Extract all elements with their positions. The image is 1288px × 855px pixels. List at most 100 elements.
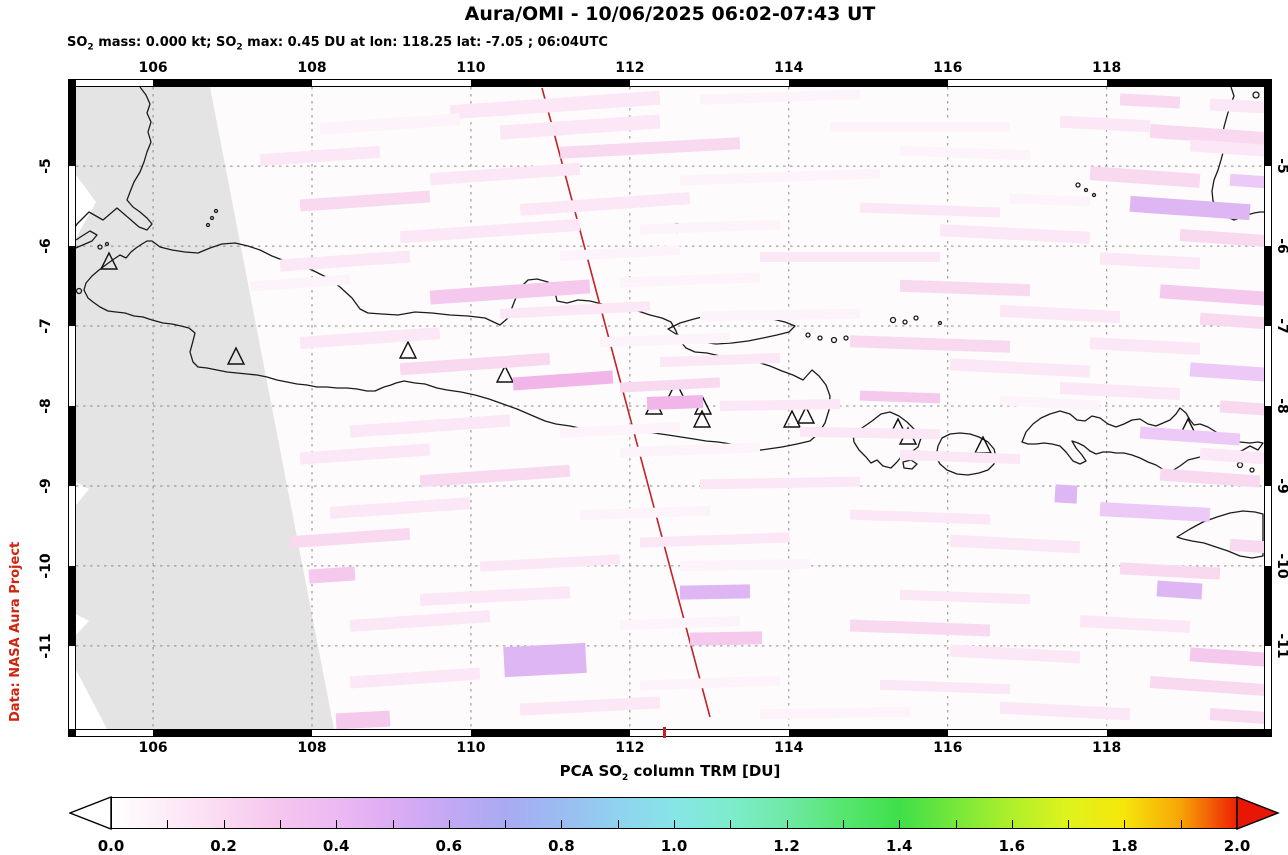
small-island [1249,467,1255,473]
border-band [629,730,789,736]
border-band [76,80,154,86]
so2-data-streak [646,395,704,410]
swath-edge-notch [76,614,89,635]
so2-data-streak [1229,538,1264,554]
colorbar-minor-tick [279,820,281,828]
colorbar-minor-tick [561,820,563,828]
left-arrow-shape [69,796,112,830]
so2-data-streak [1054,484,1078,504]
colorbar-tick-label: 0.8 [548,837,575,855]
lat-tick-label-right: -9 [1274,478,1288,494]
lat-tick-label-left: -7 [38,318,54,334]
small-island [1091,192,1097,198]
border-band [1265,485,1271,566]
border-band [69,166,75,247]
volcano-marker [99,251,119,270]
so2-data-streak [830,122,1010,132]
border-band [1265,565,1271,646]
border-band [788,730,948,736]
figure-title: Aura/OMI - 10/06/2025 06:02-07:43 UT [464,3,876,25]
small-island [209,215,215,221]
small-island [902,319,908,325]
map-plot-area [76,87,1264,729]
colorbar-minor-tick [1011,820,1013,828]
colorbar-tick-label: 1.0 [660,837,688,855]
colorbar-minor-tick [674,820,675,828]
map-border-top [68,79,1272,87]
colorbar-tick-label: 1.8 [1111,837,1138,855]
border-band [1106,80,1264,86]
lon-tick-label-bottom: 114 [774,740,804,756]
right-arrow-shape [1236,796,1280,830]
small-island [805,332,811,338]
volcano-marker [796,405,816,424]
small-island [913,315,919,321]
small-island [1075,182,1081,188]
border-band [69,246,75,327]
volcano-marker [782,409,802,428]
border-band [312,730,471,736]
data-credit-label: Data: NASA Aura Project [8,541,23,722]
small-island [817,335,823,341]
colorbar-minor-tick [1068,820,1070,828]
colorbar-minor-tick [448,820,450,828]
colorbar-minor-tick [955,820,957,828]
colorbar-tick-label: 1.6 [998,837,1026,855]
map-overlay-svg [76,87,1264,729]
small-island [213,208,219,214]
border-band [629,80,789,86]
so2-data-streak [719,398,841,412]
no-data-region [76,87,334,729]
border-band [1265,406,1271,486]
small-island [76,287,83,295]
lat-tick-label-right: -8 [1274,398,1288,414]
coastline [83,240,831,452]
colorbar-tick-label: 2.0 [1223,837,1251,855]
lon-tick-label-top: 118 [1092,60,1122,76]
colorbar-minor-tick [842,820,844,828]
small-island [1236,461,1244,469]
so2-data-streak [1156,580,1203,600]
coastline [76,230,98,249]
lon-tick-label-top: 114 [774,60,804,76]
colorbar-tick-label: 1.2 [773,837,800,855]
volcano-marker [398,340,418,359]
small-island [889,316,897,324]
lat-tick-label-right: -6 [1274,238,1288,254]
colorbar-minor-tick [223,820,225,828]
border-band [153,80,312,86]
border-band [69,406,75,486]
so2-data-streak [760,252,940,262]
small-island [843,335,849,341]
volcano-marker [692,409,712,428]
lat-tick-label-left: -9 [38,478,54,494]
border-band [470,730,630,736]
lon-tick-label-bottom: 116 [933,740,963,756]
lat-tick-label-left: -5 [38,158,54,174]
lat-tick-label-left: -8 [38,398,54,414]
colorbar-title: PCA SO2 column TRM [DU] [559,762,781,783]
orbit-track-line [541,87,711,718]
border-band [312,80,471,86]
border-band [947,80,1107,86]
colorbar-minor-tick [1180,820,1182,828]
map-border-bottom [68,729,1272,737]
coastline [902,459,918,470]
volcano-marker [495,364,515,383]
border-band [947,730,1107,736]
lon-tick-label-top: 112 [615,60,645,76]
small-island [1252,91,1260,99]
border-band [1265,166,1271,247]
so2-data-streak [679,584,751,600]
so2-data-streak [689,631,763,646]
colorbar-tick-label: 0.6 [435,837,463,855]
border-band [69,485,75,566]
border-band [788,80,948,86]
lon-tick-label-bottom: 108 [297,740,327,756]
swath-edge-notch [76,670,107,729]
lon-tick-label-top: 110 [456,60,486,76]
lat-tick-label-left: -11 [38,633,54,659]
lon-tick-label-bottom: 112 [615,740,645,756]
border-band [470,80,630,86]
lon-tick-label-bottom: 118 [1092,740,1122,756]
